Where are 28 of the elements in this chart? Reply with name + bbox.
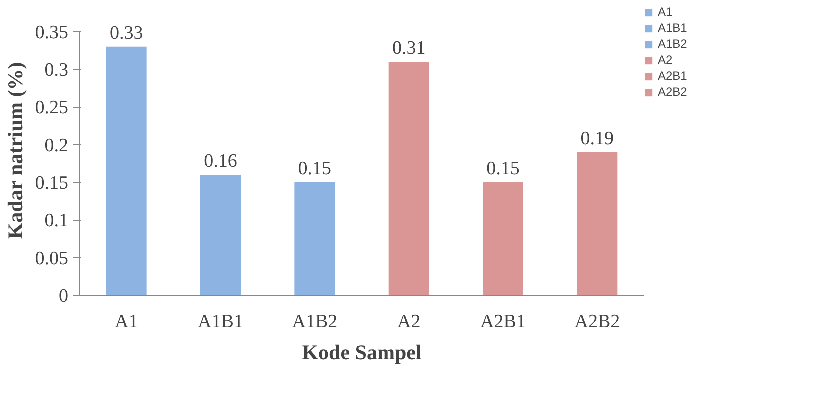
data-label: 0.33 <box>110 22 144 44</box>
x-tick-label: A2B2 <box>574 312 620 332</box>
x-tick-label: A1 <box>114 312 138 332</box>
legend-label: A1 <box>658 5 674 19</box>
y-tick-label: 0.25 <box>35 98 68 119</box>
y-tick-label: 0.05 <box>35 248 68 270</box>
data-label: 0.16 <box>204 150 238 172</box>
y-axis-title: Kadar natrium (%) <box>3 62 28 240</box>
x-tick-label: A2B1 <box>480 312 526 332</box>
x-tick-label: A2 <box>397 312 421 332</box>
y-tick-label: 0.35 <box>35 22 68 44</box>
legend-label: A2 <box>658 53 674 67</box>
legend-label: A1B1 <box>658 21 688 35</box>
data-label: 0.31 <box>392 38 426 59</box>
y-tick-label: 0.1 <box>44 210 68 232</box>
legend-label: A1B2 <box>658 37 688 51</box>
y-tick-label: 0 <box>59 286 68 307</box>
legend-label: A2B1 <box>658 69 688 83</box>
x-tick-label: A1B2 <box>292 312 338 332</box>
y-tick-label: 0.15 <box>35 173 68 194</box>
data-label: 0.15 <box>298 158 332 180</box>
legend-label: A2B2 <box>658 85 688 99</box>
data-label: 0.15 <box>486 158 520 180</box>
x-axis-title: Kode Sampel <box>302 340 422 364</box>
data-label: 0.19 <box>580 128 614 150</box>
x-tick-label: A1B1 <box>198 312 244 332</box>
y-tick-label: 0.3 <box>44 60 68 82</box>
y-tick-label: 0.2 <box>44 135 68 156</box>
